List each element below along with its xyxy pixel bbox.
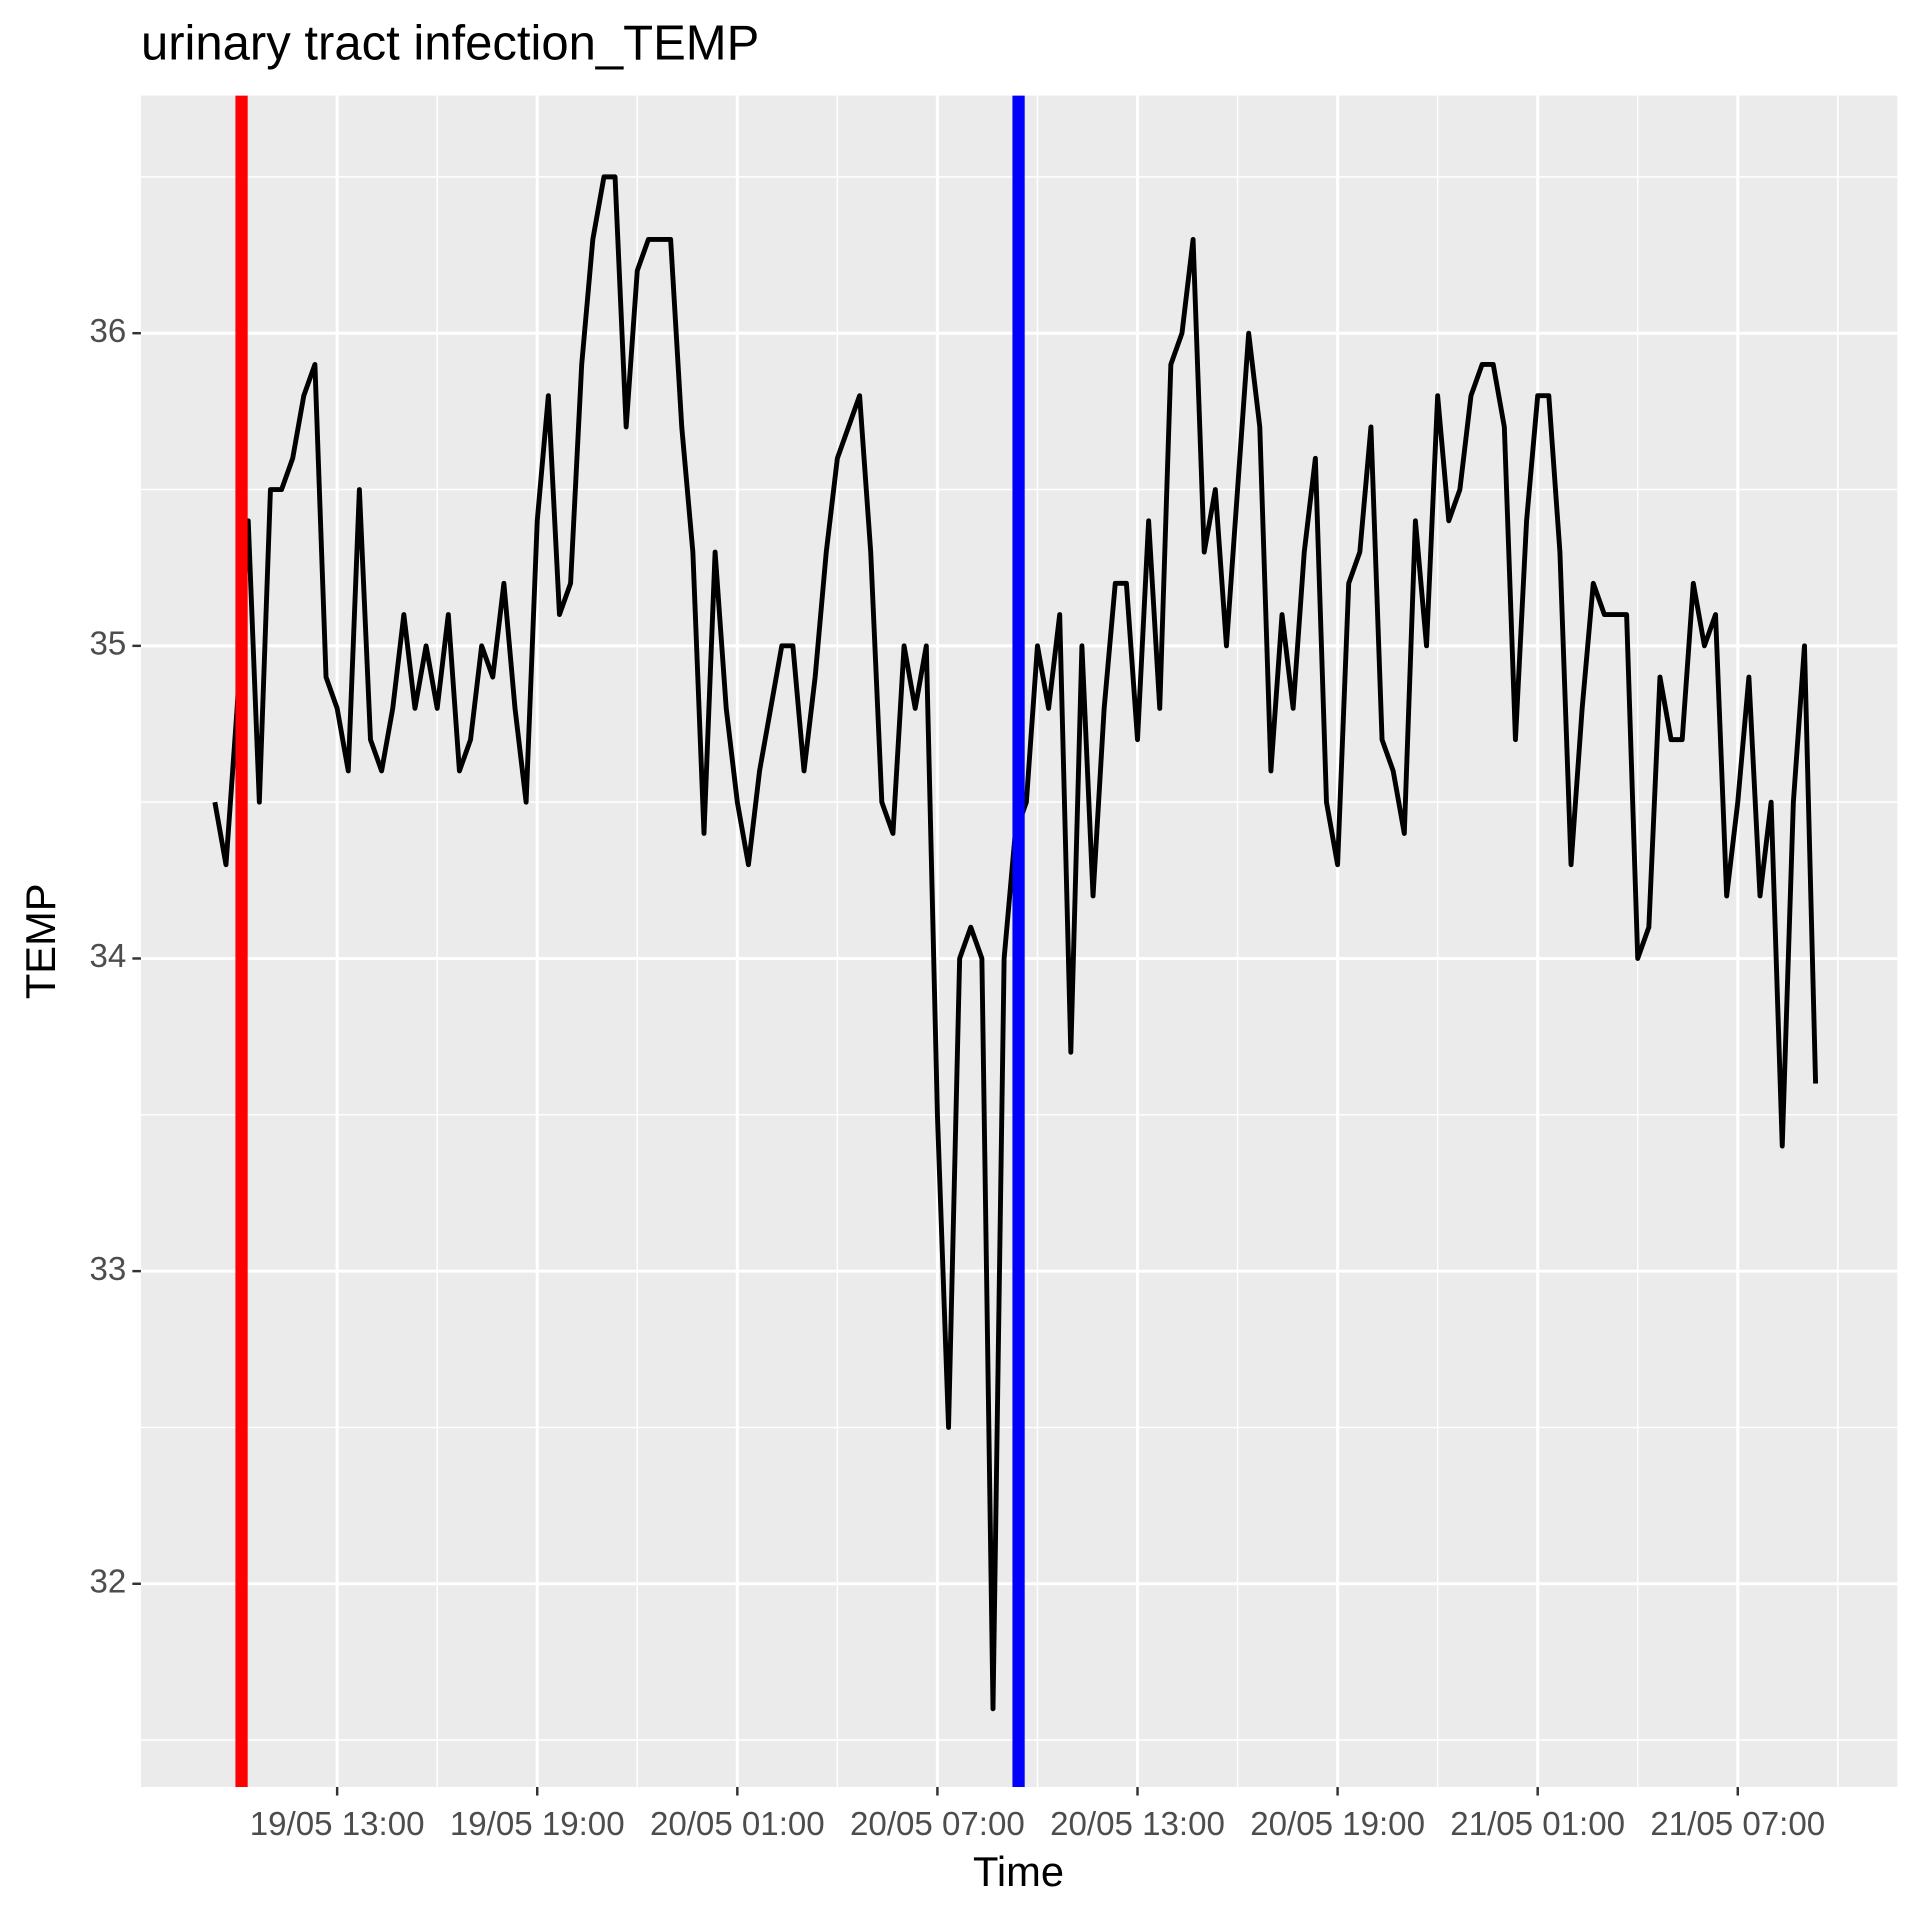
x-tick-label: 20/05 13:00 (1050, 1806, 1225, 1843)
x-tick-label: 21/05 01:00 (1450, 1806, 1625, 1843)
y-tick-label: 34 (89, 938, 126, 975)
x-tick-label: 21/05 07:00 (1650, 1806, 1825, 1843)
y-tick-label: 35 (89, 626, 126, 663)
x-tick-label: 19/05 19:00 (450, 1806, 625, 1843)
y-tick-label: 33 (89, 1251, 126, 1288)
x-tick-label: 20/05 01:00 (650, 1806, 825, 1843)
chart-title: urinary tract infection_TEMP (141, 17, 759, 71)
y-tick-label: 36 (89, 313, 126, 350)
x-axis-title: Time (973, 1848, 1064, 1895)
x-tick-label: 20/05 19:00 (1250, 1806, 1425, 1843)
y-tick-label: 32 (89, 1564, 126, 1601)
x-tick-label: 19/05 13:00 (250, 1806, 425, 1843)
x-tick-label: 20/05 07:00 (850, 1806, 1025, 1843)
y-axis-title: TEMP (17, 883, 64, 999)
